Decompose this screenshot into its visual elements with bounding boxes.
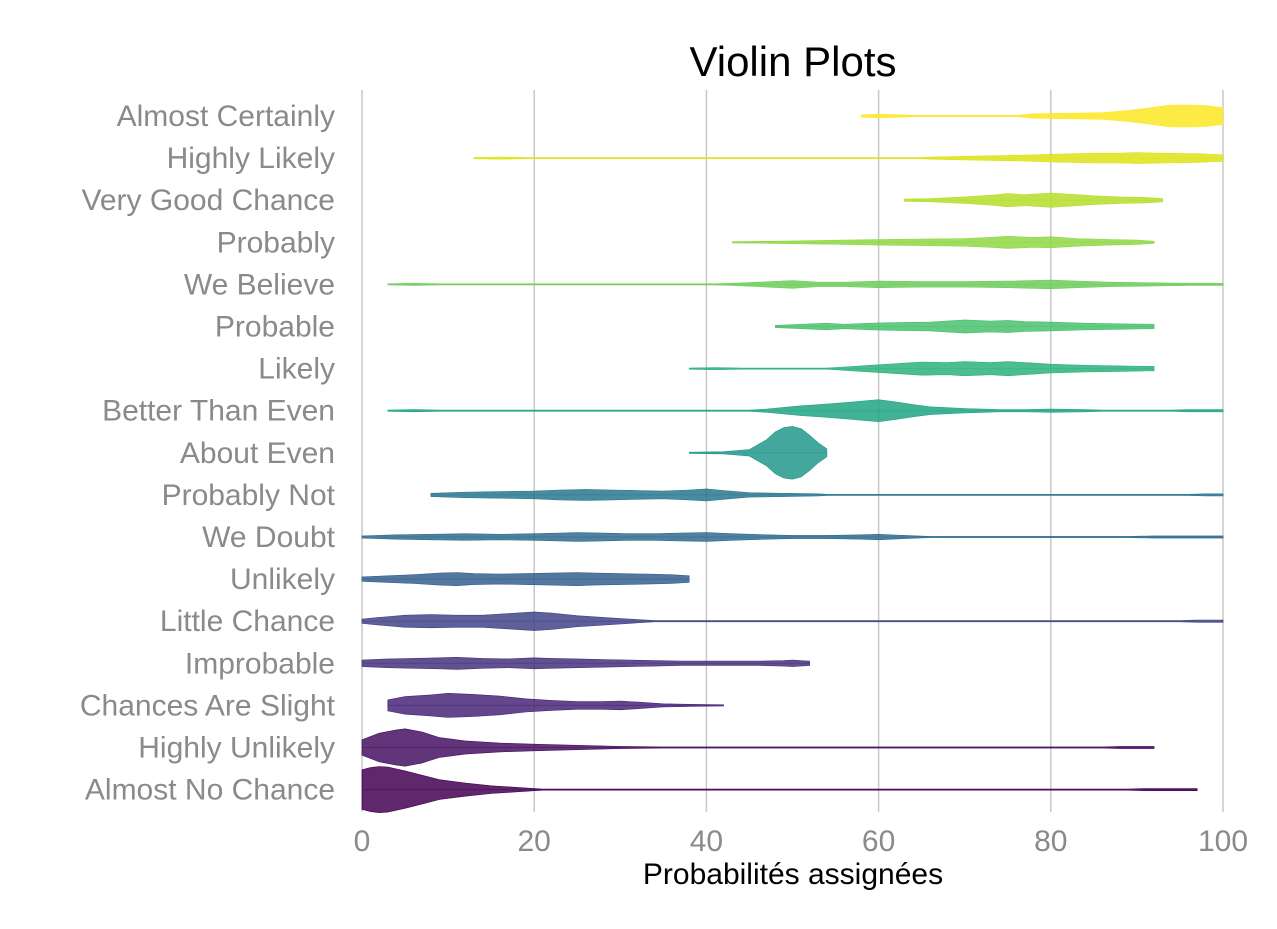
category-label: Improbable: [185, 647, 335, 680]
category-label: Probably: [217, 226, 335, 259]
category-label: Very Good Chance: [82, 184, 336, 217]
violin-highly-likely: [473, 152, 1224, 164]
x-tick-label: 40: [690, 825, 723, 858]
violin-better-than-even: [387, 399, 1224, 423]
violin-probably-not: [430, 488, 1224, 502]
violin-probable: [775, 319, 1155, 334]
x-tick-label: 20: [518, 825, 551, 858]
x-axis-label: Probabilités assignées: [643, 858, 943, 891]
x-tick-label: 80: [1034, 825, 1067, 858]
chart-title: Violin Plots: [689, 38, 896, 85]
violin-likely: [688, 361, 1155, 377]
violin-we-doubt: [361, 532, 1224, 542]
violin-almost-certainly: [861, 104, 1224, 128]
category-label: Probably Not: [162, 479, 336, 512]
category-label: About Even: [180, 437, 335, 470]
x-tick-label: 100: [1198, 825, 1248, 858]
violin-chances-are-slight: [387, 692, 724, 718]
x-tick-labels: 0 20 40 60 80 100: [354, 825, 1248, 858]
category-label: Almost No Chance: [85, 774, 335, 807]
category-label: Probable: [215, 311, 335, 344]
grid-lines: [361, 90, 1224, 812]
category-label: Highly Unlikely: [138, 732, 335, 765]
category-label: Little Chance: [160, 605, 335, 638]
category-label: Unlikely: [230, 563, 335, 596]
category-labels: Almost Certainly Highly Likely Very Good C…: [80, 100, 336, 807]
violin-highly-unlikely: [361, 728, 1155, 767]
violins: [361, 104, 1224, 814]
x-tick-label: 0: [354, 825, 371, 858]
violin-about-even: [688, 426, 828, 480]
category-label: We Doubt: [202, 521, 336, 554]
category-label: We Believe: [184, 268, 335, 301]
violin-probably: [731, 235, 1155, 249]
category-label: Chances Are Slight: [80, 689, 336, 722]
x-tick-label: 60: [862, 825, 895, 858]
violin-we-believe: [387, 279, 1224, 290]
category-label: Highly Likely: [167, 142, 335, 175]
category-label: Likely: [258, 353, 335, 386]
violin-little-chance: [361, 611, 1224, 631]
violin-almost-no-chance: [361, 766, 1198, 814]
category-label: Almost Certainly: [117, 100, 335, 133]
violin-improbable: [361, 656, 810, 670]
violin-unlikely: [361, 572, 690, 587]
category-label: Better Than Even: [102, 395, 335, 428]
violin-very-good-chance: [904, 192, 1163, 208]
